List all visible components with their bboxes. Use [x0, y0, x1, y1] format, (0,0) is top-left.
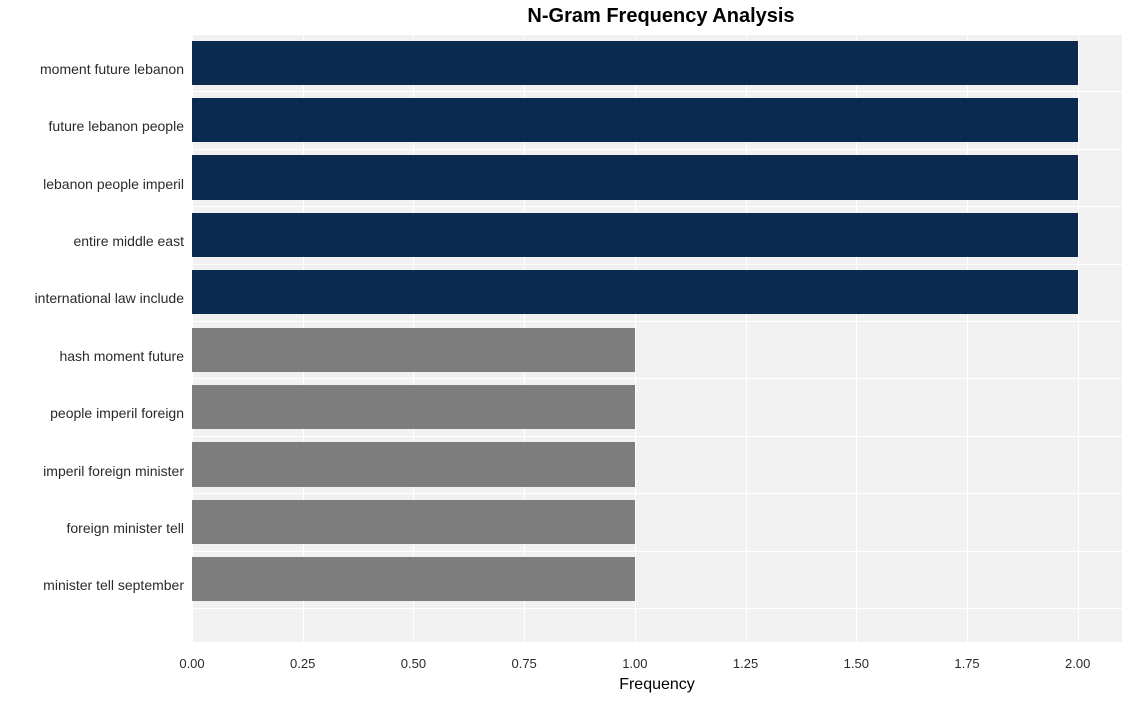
y-tick-label: international law include — [35, 290, 184, 306]
x-tick-label: 0.25 — [290, 656, 315, 671]
x-tick-label: 2.00 — [1065, 656, 1090, 671]
row-separator — [192, 264, 1122, 265]
chart-band — [192, 608, 1122, 642]
y-tick-label: people imperil foreign — [50, 405, 184, 421]
x-tick-label: 1.50 — [844, 656, 869, 671]
y-axis-labels: moment future lebanon future lebanon peop… — [0, 40, 190, 648]
bar — [192, 270, 1078, 314]
chart-container: N-Gram Frequency Analysis moment future … — [0, 5, 1132, 642]
row-separator — [192, 34, 1122, 35]
x-tick-label: 0.75 — [511, 656, 536, 671]
row-separator — [192, 91, 1122, 92]
row-separator — [192, 493, 1122, 494]
y-tick-label: foreign minister tell — [67, 520, 185, 536]
gridline — [1078, 34, 1079, 642]
chart-title: N-Gram Frequency Analysis — [0, 5, 1132, 28]
row-separator — [192, 378, 1122, 379]
x-tick-label: 1.25 — [733, 656, 758, 671]
bar — [192, 155, 1078, 199]
bar — [192, 385, 635, 429]
bar — [192, 500, 635, 544]
x-tick-label: 0.50 — [401, 656, 426, 671]
row-separator — [192, 149, 1122, 150]
row-separator — [192, 436, 1122, 437]
bar — [192, 328, 635, 372]
row-separator — [192, 551, 1122, 552]
plot-area — [192, 34, 1122, 642]
x-tick-label: 1.75 — [954, 656, 979, 671]
bar — [192, 98, 1078, 142]
y-tick-label: lebanon people imperil — [43, 176, 184, 192]
bar — [192, 442, 635, 486]
y-tick-label: future lebanon people — [49, 118, 184, 134]
row-separator — [192, 608, 1122, 609]
y-tick-label: imperil foreign minister — [43, 463, 184, 479]
row-separator — [192, 321, 1122, 322]
bar — [192, 557, 635, 601]
x-axis-title: Frequency — [619, 676, 695, 694]
x-tick-label: 1.00 — [622, 656, 647, 671]
y-tick-label: hash moment future — [59, 348, 184, 364]
y-tick-label: moment future lebanon — [40, 61, 184, 77]
bar — [192, 213, 1078, 257]
y-tick-label: minister tell september — [43, 577, 184, 593]
x-tick-label: 0.00 — [179, 656, 204, 671]
bar — [192, 41, 1078, 85]
y-tick-label: entire middle east — [73, 233, 184, 249]
row-separator — [192, 206, 1122, 207]
